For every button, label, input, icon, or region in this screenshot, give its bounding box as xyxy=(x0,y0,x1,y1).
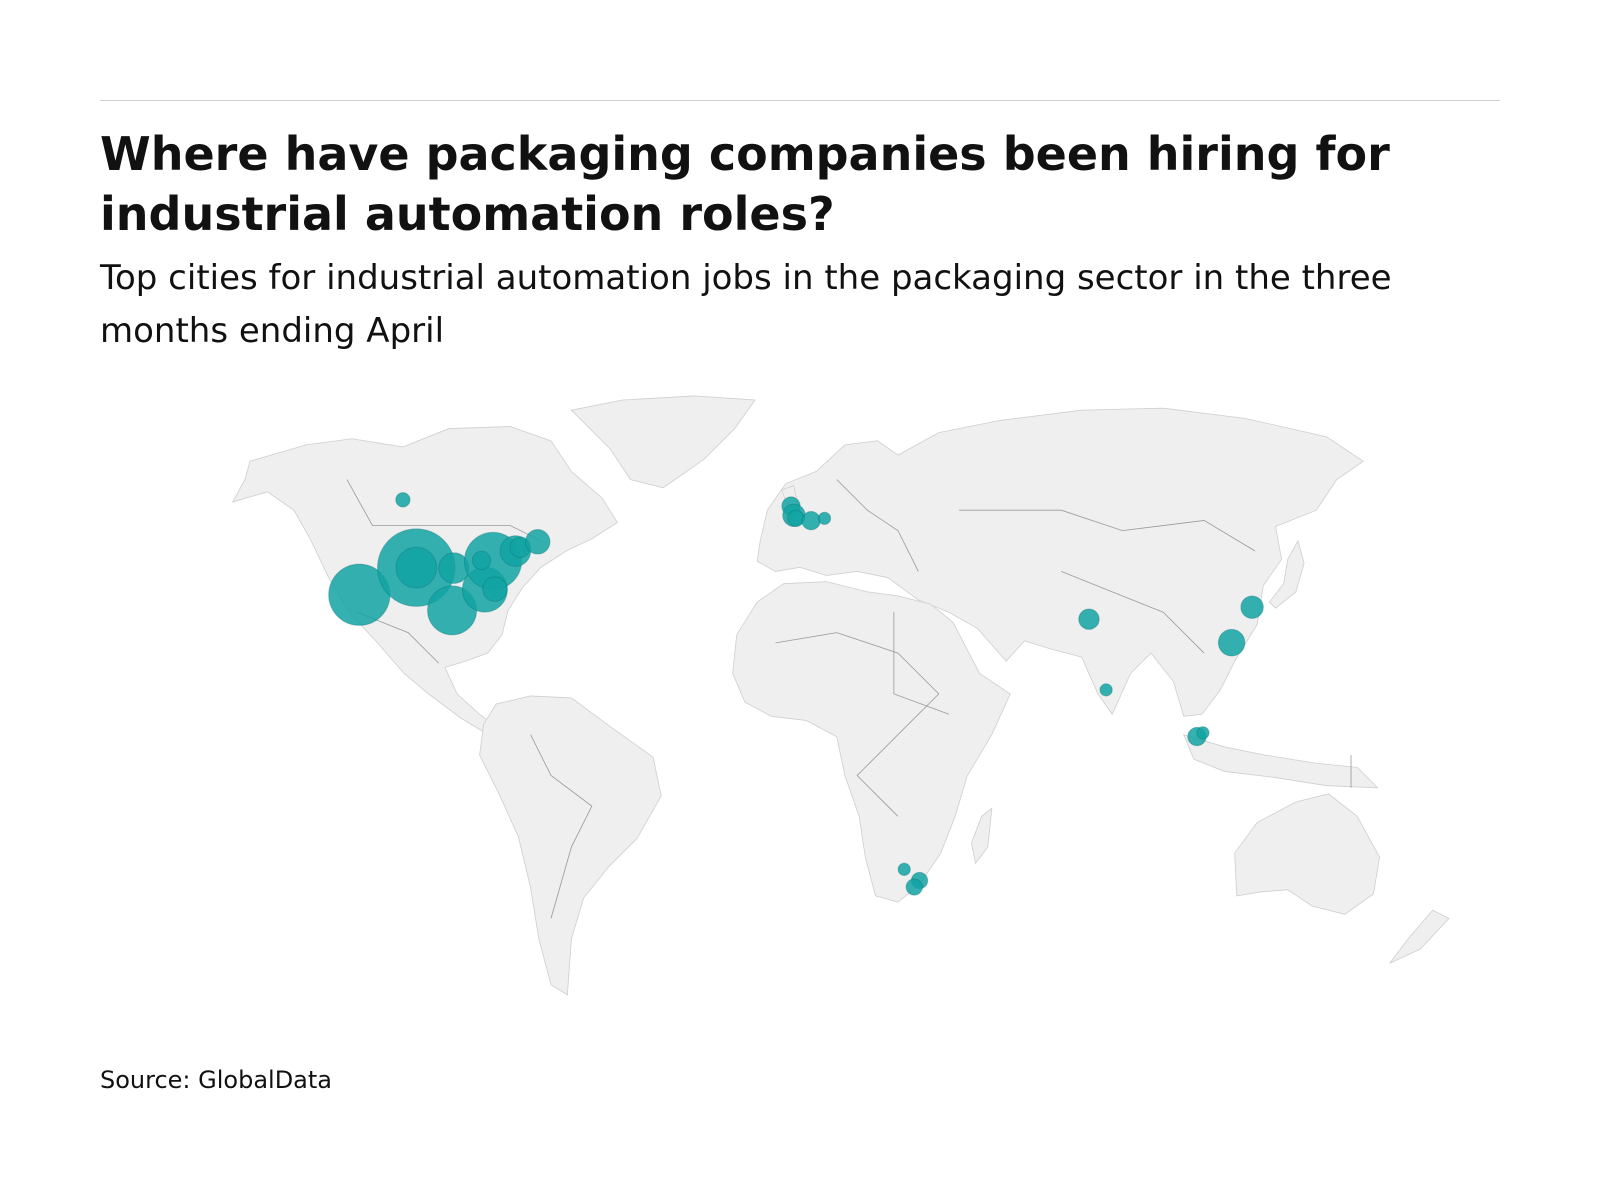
city-bubble xyxy=(1196,726,1210,740)
country-border xyxy=(346,479,541,542)
continent xyxy=(1389,909,1450,964)
borders xyxy=(346,479,1352,919)
chart-subtitle: Top cities for industrial automation job… xyxy=(100,258,1392,351)
city-bubble xyxy=(905,878,923,896)
city-bubble xyxy=(897,862,911,876)
city-bubble xyxy=(801,511,821,531)
country-border xyxy=(959,509,1256,552)
country-border xyxy=(1061,571,1205,654)
city-bubble xyxy=(1078,608,1100,630)
city-bubble xyxy=(524,529,551,555)
city-bubble xyxy=(1099,683,1113,697)
city-bubble xyxy=(395,546,438,589)
land xyxy=(231,395,1450,996)
country-border xyxy=(775,632,940,817)
source-note: Source: GlobalData xyxy=(100,1066,333,1094)
continent xyxy=(1182,734,1379,789)
continent xyxy=(971,807,993,865)
continent xyxy=(570,395,756,489)
city-bubble xyxy=(471,550,492,571)
country-border xyxy=(530,734,593,919)
continent xyxy=(479,695,662,996)
continent xyxy=(732,581,1011,903)
continent xyxy=(1268,539,1305,609)
city-bubble xyxy=(787,509,805,527)
city-bubble xyxy=(817,511,832,525)
country-border xyxy=(893,612,950,715)
city-bubble xyxy=(1217,628,1246,657)
city-bubble xyxy=(395,492,411,508)
country-border xyxy=(836,479,919,572)
continent xyxy=(1234,793,1381,915)
continent xyxy=(756,407,1364,717)
city-bubble xyxy=(482,576,508,602)
city-bubble xyxy=(1240,595,1264,619)
top-rule xyxy=(100,100,1500,101)
bubbles xyxy=(328,492,1264,896)
chart-title: Where have packaging companies been hiri… xyxy=(100,127,1390,241)
